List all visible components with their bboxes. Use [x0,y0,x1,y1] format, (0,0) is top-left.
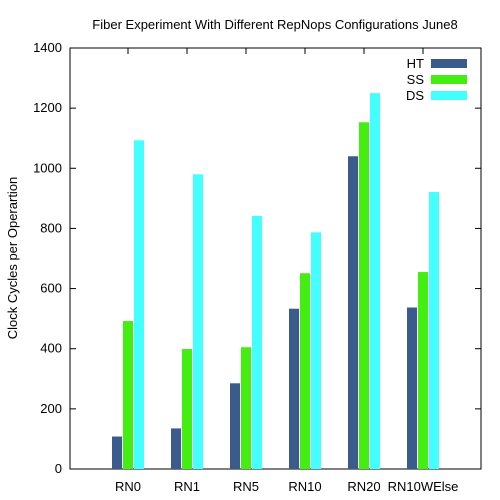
x-tick-label: RN0 [115,479,141,494]
y-tick-label: 800 [40,220,62,235]
bar-ds-rn10welse [429,192,439,469]
x-tick-label: RN20 [347,479,380,494]
bar-ss-rn1 [182,349,192,469]
bar-ds-rn5 [252,215,262,469]
bar-ds-rn20 [370,93,380,469]
legend-swatch [431,59,467,68]
legend-label: HT [407,56,424,71]
legend-swatch [431,75,467,84]
y-tick-label: 600 [40,281,62,296]
y-tick-label: 200 [40,401,62,416]
bars [112,93,439,470]
bar-ht-rn20 [348,156,358,469]
bar-ht-rn1 [171,428,181,469]
bar-ht-rn10 [289,308,299,469]
x-tick-label: RN10 [288,479,321,494]
bar-ht-rn0 [112,436,122,469]
x-tick-label: RN5 [233,479,259,494]
x-tick-label: RN1 [174,479,200,494]
legend-label: DS [406,88,424,103]
bar-ds-rn10 [311,232,321,469]
y-axis: 0 200 400 600 800 1000 1200 1400 [33,40,481,476]
bar-ss-rn10 [300,273,310,469]
x-tick-label: RN10WElse [388,479,459,494]
y-axis-label: Clock Cycles per Operartion [5,177,20,340]
bar-ds-rn0 [134,140,144,470]
y-tick-label: 1000 [33,160,62,175]
bar-ss-rn0 [123,321,133,469]
y-tick-label: 1200 [33,100,62,115]
bar-ht-rn10welse [407,307,417,469]
chart-title: Fiber Experiment With Different RepNops … [92,17,457,32]
plot-frame [69,47,482,470]
y-tick-label: 0 [55,461,62,476]
x-axis: RN0 RN1 RN5 RN10 RN20 RN10WElse [115,48,458,494]
y-tick-label: 400 [40,341,62,356]
bar-ss-rn20 [359,122,369,469]
y-tick-label: 1400 [33,40,62,55]
legend-swatch [431,91,467,100]
legend-label: SS [407,72,425,87]
bar-ss-rn10welse [418,272,428,469]
bar-ss-rn5 [241,347,251,469]
bar-ht-rn5 [230,383,240,469]
bar-ds-rn1 [193,174,203,470]
